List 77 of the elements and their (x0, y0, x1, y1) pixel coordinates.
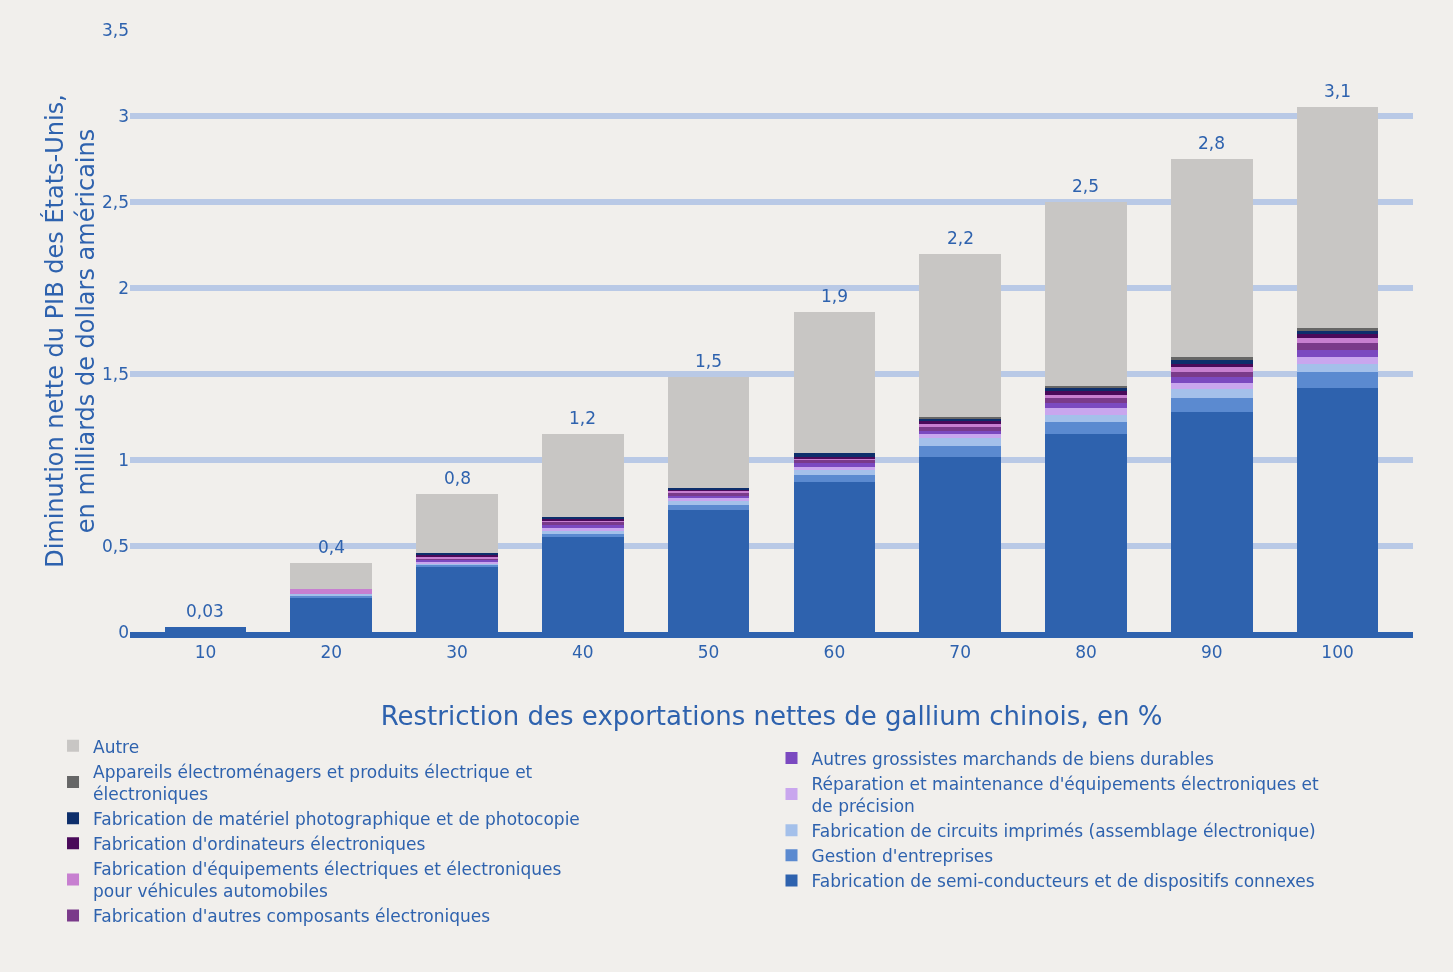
bar (1296, 337, 1379, 344)
bar (541, 434, 624, 517)
bar (1045, 398, 1127, 404)
y-tick-label: 0,5 (101, 535, 129, 556)
y-tick-label: 0 (118, 621, 129, 642)
bar (1170, 360, 1253, 364)
bar (1170, 398, 1253, 412)
bar (1170, 389, 1253, 399)
total-label: 1,5 (695, 351, 723, 371)
legend-label: Autres grossistes marchands de biens durables (811, 748, 1214, 769)
total-label: 2,8 (1198, 133, 1226, 153)
y-tick-label: 2,5 (101, 191, 129, 212)
legend-label: Fabrication de circuits imprimés (assemblage électronique) (811, 820, 1316, 841)
bar (793, 470, 876, 476)
total-label: 3,1 (1324, 81, 1352, 101)
y-tick-label: 1 (118, 449, 129, 470)
legend-label: Réparation et maintenance d'équipements électroniques et de précision (811, 773, 1319, 816)
x-tick-label: 100 (1321, 642, 1354, 663)
bar (1045, 391, 1127, 395)
legend-label: Fabrication de matériel photographique et de photocopie (93, 808, 580, 829)
bar (919, 434, 1002, 438)
bar (290, 563, 373, 589)
bar (1296, 349, 1379, 357)
bar (1170, 159, 1253, 357)
bar (290, 589, 373, 595)
bar (1296, 356, 1379, 364)
total-label: 0,8 (444, 468, 472, 488)
bar (1170, 367, 1253, 373)
bar (667, 504, 750, 510)
bar (793, 475, 876, 483)
x-tick-label: 30 (446, 642, 468, 663)
bar (1045, 202, 1127, 387)
bar (919, 253, 1002, 417)
bar (1296, 372, 1379, 388)
bar (1170, 377, 1253, 383)
bar (919, 427, 1002, 431)
legend-label: Appareils électroménagers et produits électrique et électroniques (93, 761, 533, 804)
x-tick-label: 40 (572, 642, 594, 663)
x-tick-label: 80 (1075, 642, 1097, 663)
bar (1296, 343, 1379, 350)
x-tick-label: 10 (194, 642, 217, 663)
bar (919, 446, 1002, 457)
total-label: 2,2 (947, 228, 975, 248)
bar (1170, 372, 1253, 378)
x-tick-label: 50 (697, 642, 720, 663)
legend-label: Gestion d'entreprises (811, 845, 994, 866)
bar (667, 501, 750, 505)
bar (1296, 363, 1379, 373)
legend-label: Fabrication de semi-conducteurs et de dispositifs connexes (811, 871, 1315, 892)
bar (919, 437, 1002, 447)
total-label: 1,2 (569, 408, 597, 428)
x-axis-title: Restriction des exportations nettes de gallium chinois, en % (380, 701, 1163, 731)
legend-label: Fabrication d'autres composants électroniques (93, 906, 491, 927)
y-tick-label: 3,5 (101, 19, 129, 40)
total-label: 0,4 (318, 537, 346, 557)
bar (793, 312, 876, 454)
bar (1296, 107, 1379, 328)
bar (416, 494, 498, 553)
y-tick-label: 1,5 (101, 363, 129, 384)
x-tick-label: 70 (949, 642, 971, 663)
legend-label: Fabrication d'ordinateurs électroniques (93, 833, 426, 854)
total-label: 2,5 (1072, 176, 1100, 196)
total-label: 1,9 (821, 286, 849, 306)
total-label: 0,03 (186, 601, 224, 621)
y-axis-title: Diminution nette du PIB des États-Unis, en milliards de dollars américains (39, 94, 100, 568)
x-tick-label: 90 (1200, 642, 1223, 663)
legend-label: Fabrication d'équipements électriques et électroniques pour véhicules automobiles (93, 859, 562, 902)
bar (1045, 408, 1127, 416)
bar (1045, 403, 1127, 409)
legend-label: Autre (93, 736, 140, 757)
y-tick-label: 3 (118, 105, 129, 126)
y-tick-label: 2 (118, 277, 129, 298)
x-tick-label: 60 (823, 642, 846, 663)
bar (1045, 415, 1127, 423)
bar (667, 377, 750, 488)
x-tick-label: 20 (320, 642, 343, 663)
bar (1045, 422, 1127, 435)
